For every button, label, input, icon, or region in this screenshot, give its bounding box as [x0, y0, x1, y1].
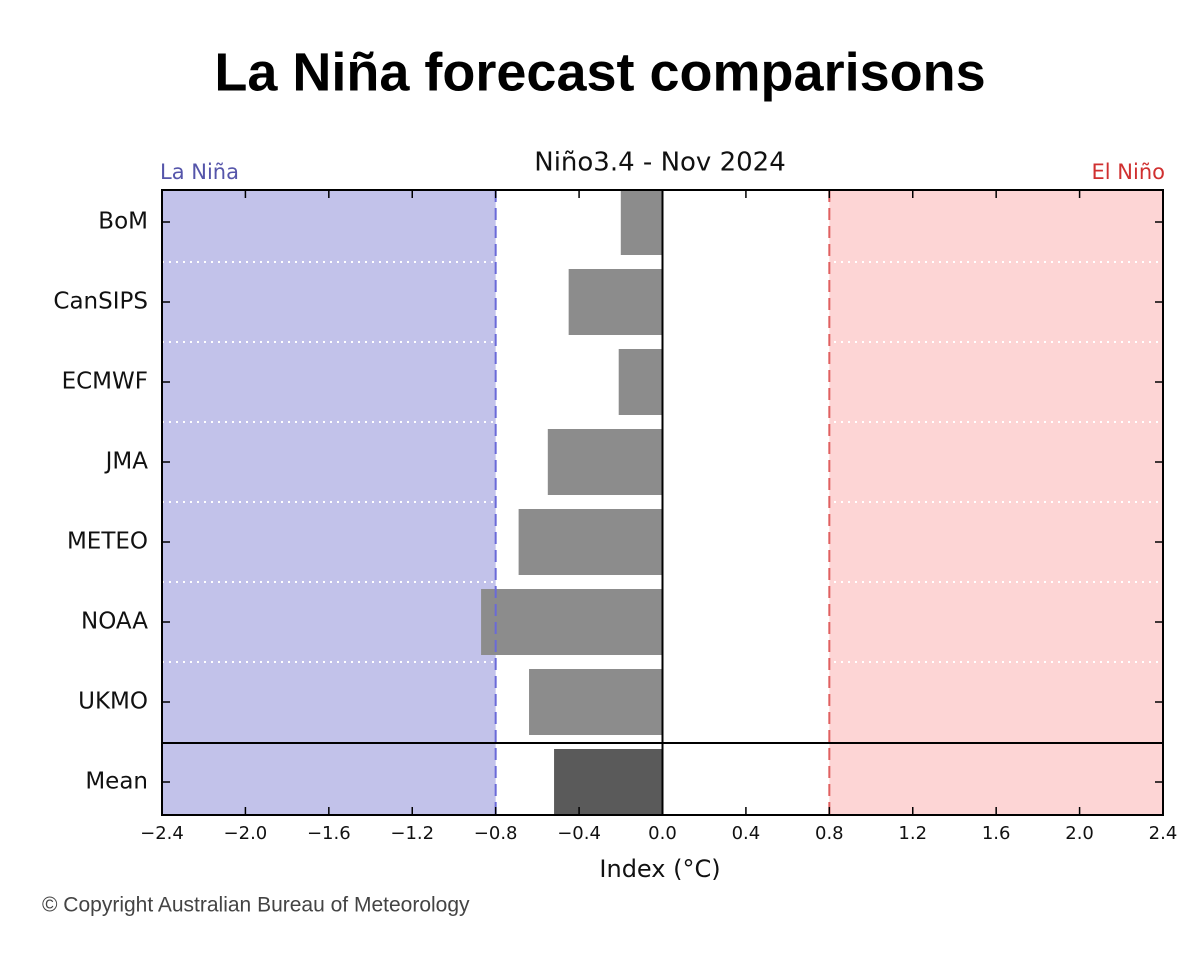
- bar: [618, 349, 663, 415]
- y-tick-label: NOAA: [81, 609, 148, 635]
- x-axis-label: Index (°C): [599, 855, 720, 883]
- bar: [518, 509, 663, 575]
- bar: [568, 269, 663, 335]
- la-nina-region: [162, 190, 496, 815]
- bar: [620, 189, 663, 255]
- y-tick-label: Mean: [85, 769, 148, 795]
- plot-frame: [161, 189, 1164, 816]
- chart-title: La Niña forecast comparisons: [214, 42, 985, 102]
- y-tick-label: ECMWF: [62, 369, 148, 395]
- x-tick-label: 2.0: [1065, 823, 1094, 844]
- y-tick-label: METEO: [67, 529, 148, 555]
- x-tick-label: −0.4: [557, 823, 601, 844]
- subtitle: Niño3.4 - Nov 2024: [534, 148, 786, 178]
- bar: [554, 749, 663, 815]
- y-tick-label: UKMO: [78, 689, 148, 715]
- x-tick-label: 0.0: [648, 823, 677, 844]
- y-tick-label: JMA: [104, 449, 149, 475]
- x-tick-label: −0.8: [474, 823, 518, 844]
- x-tick-label: −1.6: [307, 823, 351, 844]
- y-tick-label: BoM: [98, 209, 148, 235]
- x-tick-label: 0.8: [815, 823, 844, 844]
- bar: [481, 589, 663, 655]
- x-tick-label: −1.2: [390, 823, 434, 844]
- copyright: © Copyright Australian Bureau of Meteoro…: [42, 894, 470, 917]
- x-tick-label: 2.4: [1149, 823, 1178, 844]
- el-nino-label: El Niño: [1092, 160, 1165, 184]
- x-tick-label: 1.2: [898, 823, 927, 844]
- x-tick-label: −2.0: [224, 823, 268, 844]
- x-tick-label: 0.4: [732, 823, 761, 844]
- bar: [547, 429, 663, 495]
- y-tick-label: CanSIPS: [53, 289, 148, 315]
- la-nina-label: La Niña: [160, 160, 239, 184]
- x-tick-label: −2.4: [140, 823, 184, 844]
- x-tick-label: 1.6: [982, 823, 1011, 844]
- bar: [529, 669, 663, 735]
